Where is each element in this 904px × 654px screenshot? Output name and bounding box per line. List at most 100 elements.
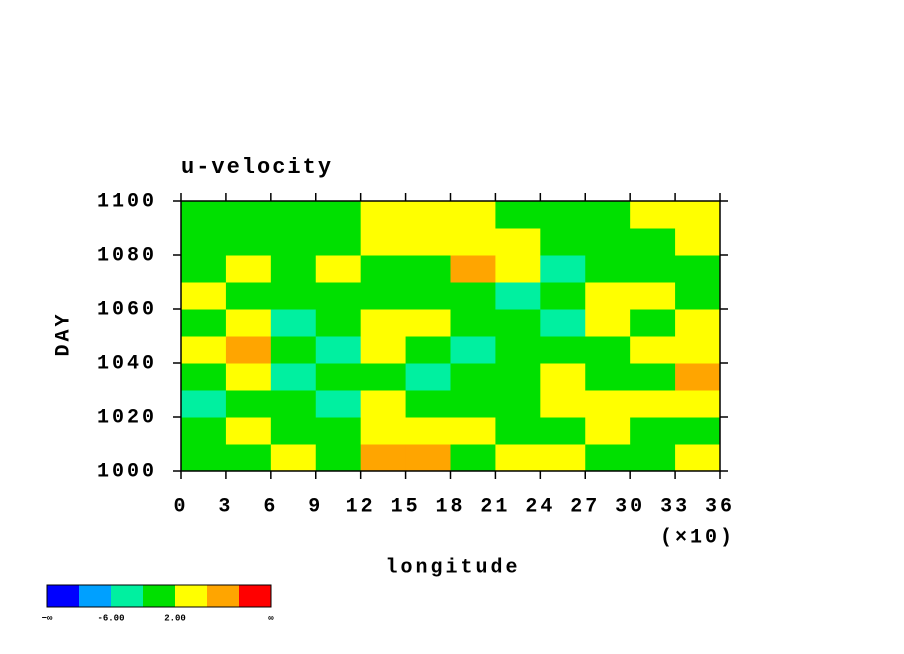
heatmap-cell [495, 282, 541, 310]
heatmap-cell [315, 336, 362, 364]
colorbar-box [47, 585, 79, 607]
heatmap-cell [315, 282, 362, 310]
heatmap-cell [495, 417, 541, 445]
heatmap-cell [181, 255, 227, 283]
heatmap-cell [405, 228, 451, 256]
x-tick-label: 15 [391, 495, 421, 518]
heatmap-cell [225, 309, 272, 337]
heatmap-cell [450, 228, 496, 256]
x-multiplier: (×10) [660, 526, 735, 549]
heatmap-cell [270, 282, 317, 310]
heatmap-cell [315, 363, 362, 391]
colorbar-frame [46, 584, 272, 608]
heatmap-cell [225, 390, 272, 418]
heatmap-cell [315, 417, 362, 445]
heatmap-cell [270, 309, 317, 337]
x-tick-label: 33 [660, 495, 690, 518]
heatmap-cell [450, 363, 496, 391]
x-tick-label: 36 [705, 495, 735, 518]
x-tick-label: 9 [308, 495, 323, 518]
heatmap-cell [630, 363, 676, 391]
heatmap-cell [181, 336, 227, 364]
heatmap-cell [181, 282, 227, 310]
heatmap-cell [450, 282, 496, 310]
heatmap-cell [181, 228, 227, 256]
heatmap-cell [495, 390, 541, 418]
heatmap-cell [225, 228, 272, 256]
heatmap-cell [225, 255, 272, 283]
heatmap-cell [405, 444, 451, 472]
colorbar-label: 2.00 [164, 613, 186, 623]
heatmap-cell [360, 201, 407, 229]
heatmap-cell [675, 444, 721, 472]
colorbar-box [207, 585, 239, 607]
heatmap-cell [540, 309, 586, 337]
colorbar-label: −∞ [42, 613, 53, 623]
x-axis-label: longitude [385, 556, 520, 579]
heatmap-cell [675, 255, 721, 283]
heatmap-cell [225, 363, 272, 391]
heatmap-cell [630, 255, 676, 283]
y-tick-label: 1100 [97, 190, 157, 213]
y-tick-label: 1000 [97, 460, 157, 483]
y-axis-label: DAY [52, 311, 75, 356]
heatmap-cell [585, 417, 631, 445]
heatmap-cell [630, 309, 676, 337]
heatmap-cell [360, 309, 407, 337]
heatmap-cell [630, 336, 676, 364]
heatmap-cell [675, 336, 721, 364]
heatmap-cell [675, 363, 721, 391]
heatmap-cell [540, 336, 586, 364]
heatmap-cell [540, 201, 586, 229]
heatmap-cell [450, 336, 496, 364]
heatmap-cell [450, 417, 496, 445]
colorbar-box [79, 585, 111, 607]
y-tick-label: 1080 [97, 244, 157, 267]
heatmap-cell [225, 336, 272, 364]
heatmap-cell [495, 201, 541, 229]
heatmap-cell [270, 201, 317, 229]
heatmap-cell [360, 444, 407, 472]
heatmap-cell [181, 444, 227, 472]
heatmap-cell [585, 336, 631, 364]
heatmap-cell [585, 228, 631, 256]
heatmap-cell [630, 228, 676, 256]
x-tick-label: 30 [615, 495, 645, 518]
y-tick-label: 1040 [97, 352, 157, 375]
heatmap-cell [360, 228, 407, 256]
heatmap-cell [181, 309, 227, 337]
heatmap-cell [405, 417, 451, 445]
heatmap-cell [450, 309, 496, 337]
x-tick-label: 21 [480, 495, 510, 518]
heatmap-cell [450, 255, 496, 283]
x-tick-label: 18 [435, 495, 465, 518]
heatmap-cell [315, 201, 362, 229]
heatmap-cell [181, 363, 227, 391]
heatmap-cell [270, 390, 317, 418]
y-tick-label: 1020 [97, 406, 157, 429]
heatmap-cell [360, 282, 407, 310]
heatmap-cell [181, 417, 227, 445]
heatmap-cell [405, 309, 451, 337]
x-tick-label: 12 [346, 495, 376, 518]
heatmap-cell [225, 444, 272, 472]
heatmap-cell [315, 255, 362, 283]
heatmap-cell [540, 363, 586, 391]
colorbar-box [175, 585, 207, 607]
heatmap-cell [450, 201, 496, 229]
heatmap-cell [630, 282, 676, 310]
heatmap-cell [450, 444, 496, 472]
heatmap-cell [630, 390, 676, 418]
heatmap-cell [495, 363, 541, 391]
heatmap-cell [630, 201, 676, 229]
heatmap-cell [675, 309, 721, 337]
x-tick-label: 27 [570, 495, 600, 518]
heatmap-cell [360, 390, 407, 418]
heatmap-cell [585, 282, 631, 310]
heatmap-cell [675, 390, 721, 418]
heatmap-cell [540, 282, 586, 310]
heatmap-cell [270, 444, 317, 472]
heatmap-cell [270, 228, 317, 256]
heatmap-cell [585, 390, 631, 418]
